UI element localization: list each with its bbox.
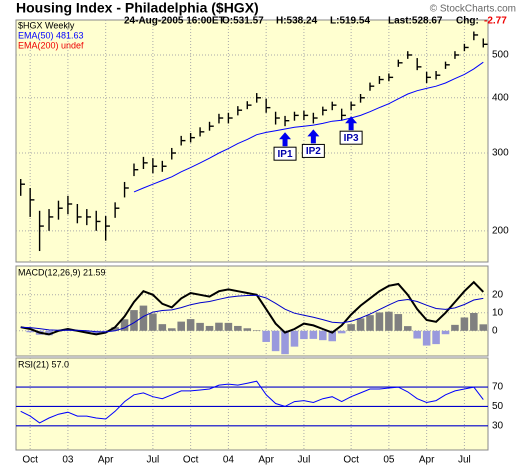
header-chg-value: -2.77: [484, 16, 507, 27]
symbol-label: $HGX Weekly: [18, 20, 75, 30]
y-tick-label: 400: [492, 92, 509, 103]
annotation-arrow: [279, 132, 292, 147]
y-tick-label: 70: [492, 382, 504, 393]
histogram-bar: [309, 330, 318, 339]
panel-label: RSI(21) 57.0: [18, 359, 69, 369]
y-tick-label: 500: [492, 50, 509, 61]
histogram-bar: [101, 330, 110, 332]
x-tick-label: Jul: [458, 455, 471, 466]
histogram-bar: [149, 313, 157, 331]
legend-entry: EMA(200) undef: [18, 40, 84, 50]
histogram-bar: [196, 322, 204, 331]
histogram-bar: [451, 324, 459, 331]
histogram-bar: [375, 312, 384, 331]
y-tick-label: 50: [492, 401, 504, 412]
histogram-bar: [130, 310, 138, 331]
histogram-bar: [158, 324, 167, 331]
annotation-box: [273, 146, 297, 161]
chart-title: Housing Index - Philadelphia ($HGX): [16, 0, 259, 16]
x-tick-label: Jul: [146, 455, 159, 466]
annotation-label: IP1: [278, 149, 293, 160]
header-low: L:519.54: [330, 16, 370, 27]
annotation-label: IP3: [344, 133, 359, 144]
histogram-bar: [347, 324, 355, 331]
histogram-bar: [234, 325, 242, 331]
histogram-bar: [252, 330, 261, 331]
histogram-bar: [45, 330, 53, 336]
histogram-bar: [224, 322, 233, 331]
histogram-bar: [243, 328, 252, 331]
x-tick-label: 04: [223, 455, 235, 466]
x-tick-label: Oct: [183, 455, 199, 466]
histogram-bar: [422, 330, 431, 346]
annotation-label: IP2: [306, 146, 321, 157]
histogram-bar: [111, 327, 119, 331]
histogram-bar: [290, 330, 299, 347]
x-tick-label: 05: [383, 455, 395, 466]
annotation-arrow: [307, 129, 320, 144]
histogram-bar: [186, 319, 195, 331]
histogram-bar: [205, 325, 214, 331]
x-tick-label: 03: [62, 455, 74, 466]
y-tick-label: 20: [492, 289, 504, 300]
panel: [15, 19, 489, 263]
histogram-bar: [300, 330, 308, 340]
panel: [15, 265, 489, 357]
y-tick-label: 200: [492, 225, 509, 236]
histogram-bar: [460, 317, 469, 331]
x-tick-label: Apr: [258, 455, 274, 466]
header-high: H:538.24: [276, 16, 318, 27]
histogram-bar: [262, 330, 270, 342]
histogram-bar: [271, 330, 280, 352]
header-chg-label: Chg:: [456, 16, 479, 27]
header-last: Last:528.67: [388, 16, 443, 27]
x-tick-label: Oct: [343, 455, 359, 466]
series-line: [20, 280, 485, 336]
histogram-bar: [281, 330, 289, 355]
histogram-bar: [177, 321, 185, 331]
histogram-bar: [366, 315, 374, 331]
histogram-bar: [356, 318, 365, 331]
histogram-bar: [385, 311, 393, 331]
y-tick-label: 30: [492, 420, 504, 431]
histogram-bar: [139, 305, 148, 331]
y-tick-label: 10: [492, 307, 504, 318]
histogram-bar: [215, 322, 223, 331]
histogram-bar: [120, 319, 129, 331]
panel: [15, 357, 489, 451]
x-tick-label: Apr: [419, 455, 435, 466]
histogram-bar: [328, 330, 337, 342]
histogram-bar: [470, 312, 478, 331]
annotation-box: [301, 143, 325, 158]
x-tick-label: Jul: [298, 455, 311, 466]
series-line: [20, 294, 484, 333]
x-tick-label: Apr: [98, 455, 114, 466]
x-tick-label: Oct: [22, 455, 38, 466]
histogram-bar: [479, 324, 488, 331]
y-tick-label: 300: [492, 148, 509, 159]
panel-label: MACD(12,26,9) 21.59: [18, 267, 106, 277]
histogram-bar: [26, 330, 34, 333]
series-line: [20, 380, 484, 424]
histogram-bar: [394, 314, 403, 331]
histogram-bar: [441, 330, 450, 335]
legend-entry: EMA(50) 481.63: [18, 30, 84, 40]
header-date: 24-Aug-2005 16:00ET: [124, 16, 225, 27]
histogram-bar: [413, 330, 421, 339]
histogram-bar: [403, 326, 412, 331]
histogram-bar: [337, 330, 346, 334]
ema-line: [133, 61, 484, 193]
histogram-bar: [319, 330, 327, 341]
annotation-box: [339, 130, 363, 145]
header-open: O:531.57: [222, 16, 264, 27]
histogram-bar: [167, 328, 176, 331]
annotation-arrow: [345, 116, 358, 131]
watermark: © StockCharts.com: [430, 4, 516, 15]
y-tick-label: 0: [492, 325, 498, 336]
histogram-bar: [432, 330, 440, 345]
